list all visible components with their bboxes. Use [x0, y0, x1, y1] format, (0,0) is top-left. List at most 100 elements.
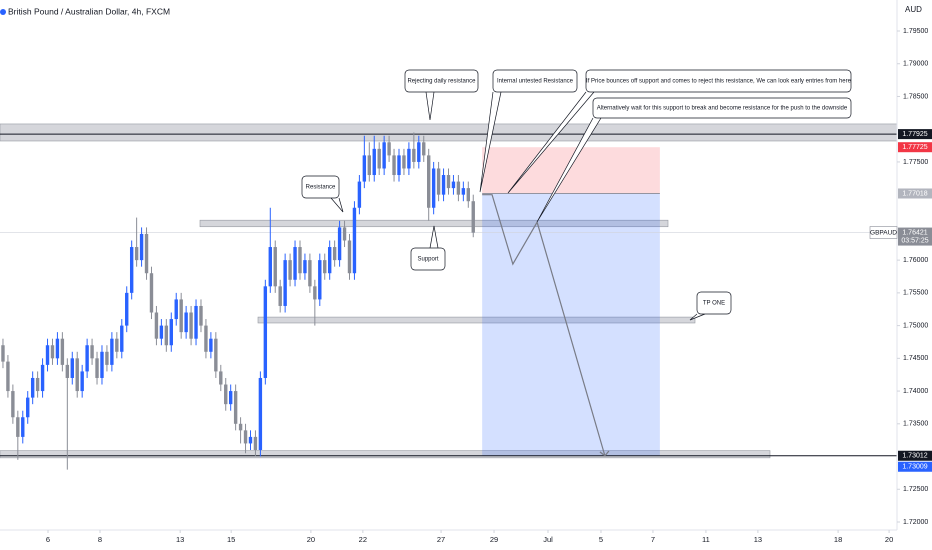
price-label: [898, 129, 932, 140]
zone: [257, 316, 696, 324]
candle-body: [110, 338, 114, 365]
price-label-text: 1.76421: [902, 229, 927, 236]
candle-body: [85, 345, 89, 372]
price-label-text: 1.77725: [902, 144, 927, 151]
candle-body: [65, 364, 70, 378]
y-tick-label: 1.76000: [903, 257, 928, 264]
callout-text: Rejecting daily resistance: [407, 79, 476, 85]
callout-box: [585, 69, 852, 93]
candle-body: [90, 345, 94, 359]
candle-body: [367, 155, 371, 176]
candle-body: [332, 247, 337, 261]
candle-body: [144, 233, 149, 274]
symbol-label: GBPAUD: [870, 229, 897, 236]
candle-body: [159, 325, 164, 339]
candle-body: [318, 260, 322, 300]
candle-body: [273, 247, 277, 287]
x-tick-label: 18: [834, 535, 842, 544]
candle-body: [60, 338, 65, 365]
x-tick-label: 13: [754, 535, 762, 544]
x-tick-label: 7: [651, 535, 655, 544]
candle-body: [129, 247, 134, 293]
candle-body: [35, 377, 40, 392]
candle-body: [125, 292, 129, 326]
candle-body: [169, 319, 173, 346]
candle-body: [224, 384, 228, 405]
zones: [0, 123, 898, 459]
candle-body: [283, 260, 287, 306]
candle-body: [253, 436, 258, 450]
candle-body: [184, 312, 188, 333]
candle-body: [120, 325, 124, 352]
x-tick-label: 22: [359, 535, 367, 544]
x-tick-label: Jul: [543, 535, 553, 544]
candle-body: [293, 247, 297, 280]
price-label-text: 1.77018: [902, 190, 927, 197]
candle-body: [238, 423, 243, 431]
candle-body: [199, 305, 203, 326]
candle-body: [30, 377, 35, 398]
candle-body: [139, 233, 144, 261]
candle-body: [100, 351, 104, 378]
candle-body: [95, 358, 99, 378]
x-tick-label: 13: [176, 535, 184, 544]
callout-text: If Price bounces off support and comes t…: [586, 79, 852, 85]
x-tick-label: 27: [437, 535, 445, 544]
callout-text: Internal untested Resistance: [497, 79, 574, 85]
callout-text: Resistance: [306, 185, 336, 191]
price-label: [898, 461, 932, 472]
x-tick-label: 8: [98, 535, 102, 544]
candle-body: [45, 345, 50, 365]
y-tick-label: 1.73500: [903, 421, 928, 428]
price-label: [898, 450, 932, 461]
candle-body: [377, 148, 381, 169]
annotations: Rejecting daily resistance Internal untes…: [301, 69, 852, 321]
callout-pointer: [425, 91, 435, 121]
target-zone: [482, 193, 660, 456]
x-tick-label: 6: [46, 535, 50, 544]
candle-body: [50, 345, 55, 359]
candle-body: [21, 417, 25, 437]
candle-body: [16, 417, 20, 437]
callout-text: Support: [417, 257, 438, 263]
candle-body: [387, 142, 391, 156]
price-axis: 1.79500 1.79000 1.78500 1.77500 1.76000 1.755…: [897, 28, 932, 526]
candle-body: [412, 148, 416, 162]
candle-body: [105, 351, 109, 365]
price-label-text: 1.73009: [902, 464, 927, 471]
y-tick-label: 1.79500: [903, 28, 928, 35]
price-label: [898, 142, 932, 153]
candle-body: [337, 227, 342, 261]
chart-title: British Pound / Australian Dollar, 4h, F…: [8, 6, 170, 16]
candle-body: [417, 142, 421, 162]
candle-body: [441, 175, 446, 195]
candle-body: [228, 391, 233, 405]
candle-body: [288, 260, 292, 280]
candle-body: [426, 155, 431, 208]
candle-body: [303, 260, 307, 274]
candle-body: [347, 240, 352, 274]
currency: AUD: [905, 5, 922, 14]
candle-body: [11, 391, 15, 418]
candle-body: [233, 391, 238, 424]
candle-body: [174, 299, 178, 320]
candle-body: [149, 273, 154, 313]
candle-body: [134, 247, 139, 261]
candle-body: [431, 168, 436, 208]
price-label-text: 1.77925: [902, 131, 927, 138]
x-tick-label: 5: [599, 535, 603, 544]
candle-body: [323, 260, 327, 274]
callout-pointer: [429, 225, 439, 249]
candle-body: [461, 188, 466, 195]
symbol-icon: [0, 9, 6, 15]
candle-body: [194, 305, 198, 339]
candle-body: [407, 148, 411, 169]
candle-body: [75, 358, 79, 392]
candle-body: [392, 155, 396, 176]
candle-body: [313, 286, 317, 300]
candle-body: [248, 436, 253, 444]
candle-body: [471, 201, 475, 233]
candle-body: [278, 286, 282, 306]
price-label: [898, 227, 932, 246]
